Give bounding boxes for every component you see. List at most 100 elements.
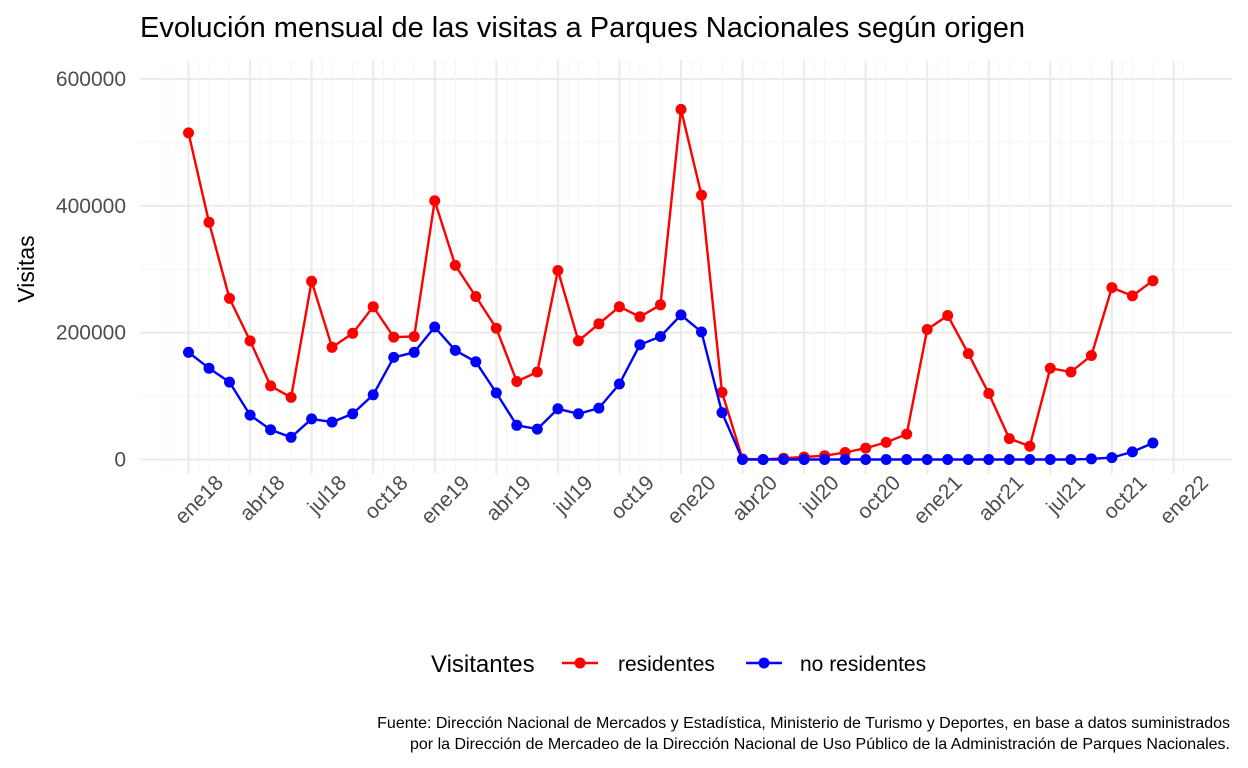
x-tick-label: jul19 [549, 471, 597, 519]
data-point-residentes [1106, 282, 1118, 294]
legend-key-no-residentes [746, 657, 782, 669]
data-point-no-residentes [860, 454, 872, 465]
data-point-no-residentes [265, 424, 277, 436]
data-point-no-residentes [306, 413, 318, 425]
x-tick-label: jul21 [1042, 471, 1090, 519]
x-tick-label: abr21 [974, 471, 1028, 525]
x-tick-label: ene20 [663, 471, 721, 529]
data-point-no-residentes [819, 454, 831, 465]
x-axis: ene18 abr18 jul18 oct18 ene19 abr19 jul19 oct19… [170, 471, 1213, 529]
data-point-residentes [552, 265, 564, 276]
data-point-no-residentes [1003, 454, 1015, 465]
y-tick-label: 200000 [56, 322, 126, 345]
data-point-residentes [429, 195, 441, 207]
data-point-no-residentes [552, 403, 564, 415]
x-tick-label: abr18 [235, 471, 289, 525]
data-point-residentes [511, 376, 523, 387]
data-point-residentes [470, 291, 482, 302]
data-point-no-residentes [716, 407, 728, 419]
y-axis-label: Visitas [13, 235, 39, 302]
data-point-residentes [531, 366, 543, 378]
legend-key-residentes [562, 657, 598, 669]
data-point-residentes [572, 335, 584, 347]
data-point-no-residentes [696, 326, 707, 338]
data-point-residentes [901, 428, 913, 440]
data-point-no-residentes [1147, 437, 1159, 449]
data-point-no-residentes [593, 402, 605, 414]
data-point-no-residentes [737, 454, 748, 465]
y-tick-label: 400000 [56, 195, 126, 218]
data-point-no-residentes [511, 419, 523, 431]
data-point-residentes [1065, 366, 1077, 378]
x-tick-label: jul18 [303, 471, 351, 519]
data-point-no-residentes [1044, 454, 1056, 465]
data-point-no-residentes [531, 423, 543, 435]
data-point-no-residentes [634, 339, 646, 351]
data-point-no-residentes [1085, 453, 1097, 465]
data-point-no-residentes [408, 346, 420, 358]
data-point-no-residentes [757, 454, 769, 465]
data-point-no-residentes [224, 376, 235, 388]
data-point-residentes [655, 299, 666, 311]
caption-line-1: Fuente: Dirección Nacional de Mercados y… [377, 715, 1230, 732]
data-point-no-residentes [572, 408, 584, 420]
data-point-residentes [265, 380, 277, 392]
x-tick-label: ene21 [909, 471, 967, 529]
legend-label-no-residentes: no residentes [800, 653, 926, 676]
x-tick-label: ene22 [1155, 471, 1213, 529]
data-point-residentes [593, 318, 605, 330]
data-point-residentes [449, 259, 461, 271]
data-point-no-residentes [778, 454, 790, 465]
data-point-residentes [1126, 290, 1138, 302]
data-point-no-residentes [470, 356, 482, 368]
data-point-no-residentes [1106, 452, 1118, 464]
data-point-residentes [183, 127, 194, 139]
data-point-no-residentes [655, 331, 666, 342]
data-point-residentes [1003, 433, 1015, 445]
data-point-residentes [696, 189, 707, 201]
series-residentes [183, 103, 1159, 465]
x-tick-label: oct18 [360, 471, 413, 524]
data-point-no-residentes [880, 454, 892, 465]
data-point-no-residentes [921, 454, 933, 465]
data-point-no-residentes [675, 309, 687, 321]
data-point-no-residentes [347, 408, 359, 420]
y-tick-label: 0 [114, 449, 126, 472]
legend-title: Visitantes [431, 651, 535, 678]
data-point-residentes [203, 216, 215, 228]
data-point-no-residentes [244, 409, 256, 421]
data-point-residentes [942, 310, 954, 321]
data-point-residentes [224, 292, 235, 304]
data-point-no-residentes [1126, 446, 1138, 458]
data-point-residentes [367, 301, 379, 313]
data-point-no-residentes [326, 416, 338, 428]
data-point-no-residentes [183, 346, 194, 358]
series-no-residentes [183, 309, 1159, 465]
data-point-no-residentes [942, 454, 954, 465]
data-point-residentes [921, 324, 933, 335]
y-axis: 0 200000 400000 600000 [56, 68, 126, 472]
x-tick-label: jul20 [795, 471, 843, 519]
data-point-residentes [1147, 275, 1159, 287]
data-point-residentes [326, 341, 338, 353]
data-point-no-residentes [613, 378, 625, 390]
x-tick-label: abr19 [482, 471, 536, 525]
data-point-residentes [388, 331, 400, 343]
data-point-no-residentes [490, 387, 502, 399]
data-point-residentes [634, 311, 646, 323]
data-point-no-residentes [1065, 454, 1077, 465]
chart-title: Evolución mensual de las visitas a Parqu… [140, 12, 1025, 44]
data-point-residentes [1024, 440, 1036, 452]
data-point-residentes [408, 331, 420, 342]
x-tick-label: ene18 [170, 471, 228, 529]
series-line-residentes [187, 108, 1154, 461]
data-point-no-residentes [367, 389, 379, 401]
data-point-residentes [285, 391, 297, 403]
x-tick-label: oct20 [853, 471, 906, 524]
x-tick-label: ene19 [417, 471, 475, 529]
data-point-no-residentes [1024, 454, 1036, 465]
legend: Visitantes residentes no residentes [431, 651, 926, 678]
data-point-no-residentes [449, 344, 461, 356]
data-point-residentes [1085, 350, 1097, 361]
